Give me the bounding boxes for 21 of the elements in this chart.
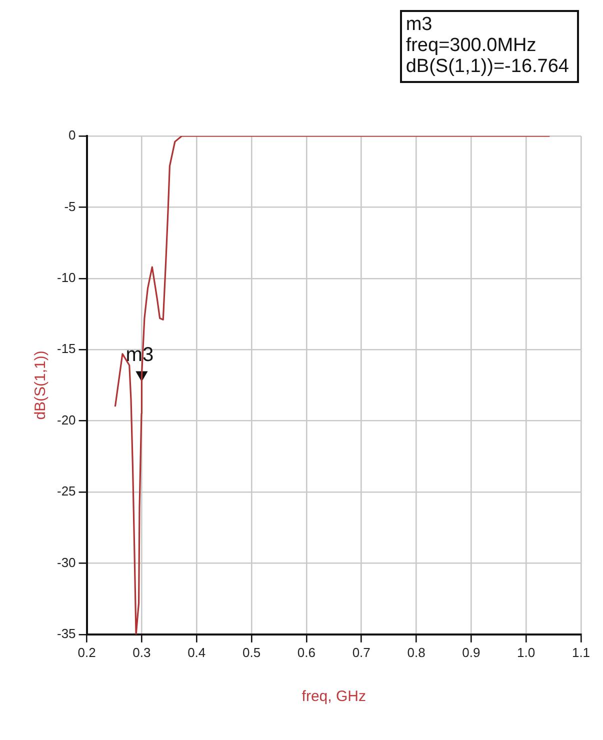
y-axis-title: dB(S(1,1))	[32, 350, 50, 420]
x-axis-title: freq, GHz	[302, 688, 366, 706]
y-tick-label: -5	[64, 198, 76, 214]
y-tick-label: -20	[56, 412, 76, 428]
text: m3 freq=300.0MHz dB(S(1,1))=-16.764	[400, 10, 579, 83]
x-tick-label: 0.4	[188, 644, 206, 660]
x-tick-label: 0.3	[132, 644, 151, 660]
y-tick-label: 0	[68, 128, 76, 143]
x-tick-label: 1.1	[572, 644, 590, 660]
y-tick-label: -10	[56, 270, 76, 285]
y-tick-label: -25	[56, 484, 76, 499]
x-tick-label: 0.5	[242, 644, 261, 660]
y-tick-label: -35	[56, 626, 76, 641]
x-tick-label: 0.8	[407, 644, 426, 660]
x-tick-label: 0.2	[78, 644, 96, 660]
x-tick-label: 0.6	[297, 644, 316, 660]
x-tick-label: 0.9	[462, 644, 480, 660]
x-tick-label: 1.0	[517, 644, 536, 660]
y-tick-label: -30	[56, 554, 76, 570]
y-tick-label: -15	[56, 341, 76, 356]
x-tick-label: 0.7	[352, 644, 370, 660]
